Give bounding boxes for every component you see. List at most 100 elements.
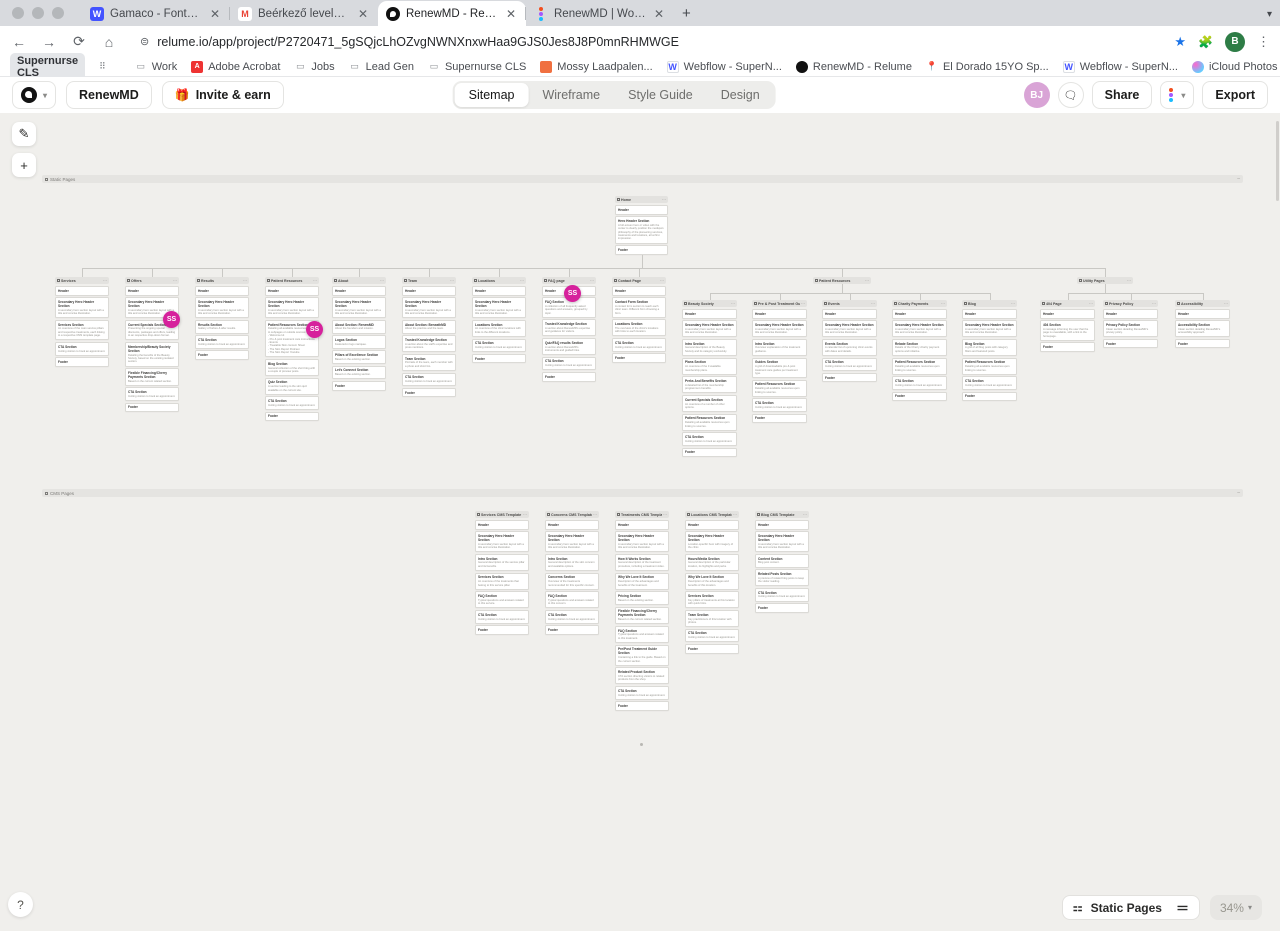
section-block[interactable]: Why We Love It Section Description of the… xyxy=(615,572,669,590)
sitemap-page-card-services-cms[interactable]: Services CMS Template ⋯ Header Secondary He… xyxy=(475,511,529,635)
section-block[interactable]: Intro Section General description of the … xyxy=(475,553,529,571)
bookmark-item[interactable]: RenewMD - Relume xyxy=(795,60,912,73)
bookmark-item[interactable]: ▭ Work xyxy=(136,60,178,73)
section-block[interactable]: Header xyxy=(1175,309,1230,319)
section-block[interactable]: Footer xyxy=(265,411,319,422)
apps-grid-icon[interactable]: ⠿ xyxy=(99,61,107,71)
page-title-bar[interactable]: Blog CMS Template ⋯ xyxy=(755,511,809,518)
section-block[interactable]: Patient Resources Section Detailing all a… xyxy=(892,357,947,375)
page-menu-ellipsis[interactable]: ⋯ xyxy=(941,301,945,306)
section-block[interactable]: Secondary Hero Header Section A secondary… xyxy=(682,320,737,338)
canvas-band-static-pages[interactable]: Static Pages – xyxy=(42,175,1243,183)
section-block[interactable]: Team Section Key practitioners of this lo… xyxy=(685,609,739,628)
page-title-bar[interactable]: Home ⋯ xyxy=(615,196,668,203)
section-block[interactable]: CTA Section Inviting visitors to book an … xyxy=(685,628,739,643)
sitemap-page-card-charity[interactable]: Charity Payments ⋯ Header Secondary Hero He… xyxy=(892,300,947,402)
section-block[interactable]: Footer xyxy=(1040,342,1095,352)
section-block[interactable]: Flexible Financing/Cherry Payments Secti… xyxy=(125,368,179,386)
list-toggle-icon[interactable]: ＝ xyxy=(1175,901,1189,916)
browser-menu-icon[interactable]: ⋮ xyxy=(1257,33,1270,49)
section-block[interactable]: Pricing Section Based on the existing sec… xyxy=(615,591,669,605)
page-title-bar[interactable]: Results ⋯ xyxy=(195,277,249,284)
page-view-switcher[interactable]: ⚏ Static Pages ＝ xyxy=(1061,895,1200,920)
section-block[interactable]: Pillars of Excellence Section Based on th… xyxy=(332,350,386,365)
section-block[interactable]: Header xyxy=(1103,309,1158,319)
bookmark-star-icon[interactable]: ★ xyxy=(1174,33,1187,49)
sitemap-page-card-events[interactable]: Events ⋯ Header Secondary Hero Header Secti… xyxy=(822,300,877,383)
section-block[interactable]: Footer xyxy=(195,350,249,360)
tab-group-chip[interactable]: Supernurse CLS xyxy=(10,52,86,81)
sitemap-page-card-about[interactable]: About ⋯ Header Secondary Hero Header Sectio… xyxy=(332,277,386,391)
back-button[interactable]: ← xyxy=(12,33,26,50)
section-block[interactable]: Quiz Section A section leading to the ski… xyxy=(265,377,319,395)
section-block[interactable]: CTA Section Inviting visitors to book an … xyxy=(195,335,249,349)
page-menu-ellipsis[interactable]: ⋯ xyxy=(173,278,177,283)
sitemap-page-card-beauty-society[interactable]: Beauty Society ⋯ Header Secondary Hero Head… xyxy=(682,300,737,458)
page-title-bar[interactable]: Team ⋯ xyxy=(402,277,456,284)
section-block[interactable]: Header xyxy=(615,520,669,530)
section-block[interactable]: Footer xyxy=(685,643,739,654)
section-block[interactable]: Results Section Gallery of before & after… xyxy=(195,319,249,334)
user-avatar[interactable]: BJ xyxy=(1023,82,1050,108)
page-title-bar[interactable]: Blog ⋯ xyxy=(962,300,1017,307)
project-name-button[interactable]: RenewMD xyxy=(66,81,152,109)
section-block[interactable]: Patient Resources Section Detailing all a… xyxy=(752,379,807,397)
section-block[interactable]: Header xyxy=(1040,309,1095,319)
section-block[interactable]: Content Section Blog post content. xyxy=(755,553,809,568)
page-menu-ellipsis[interactable]: ⋯ xyxy=(1011,301,1015,306)
sitemap-canvas[interactable]: ✎ + ? ⚏ Static Pages ＝ 34% ▾ Static Page… xyxy=(0,113,1280,931)
forward-button[interactable]: → xyxy=(42,33,56,50)
section-block[interactable]: Footer xyxy=(125,402,179,413)
section-block[interactable]: FAQ Section Typical questions and answers… xyxy=(475,591,529,609)
section-block[interactable]: Rebate Section Details of the Cherry char… xyxy=(892,338,947,356)
page-title-bar[interactable]: Concerns CMS Template ⋯ xyxy=(545,511,599,518)
page-menu-ellipsis[interactable]: ⋯ xyxy=(865,278,869,283)
section-block[interactable]: Services Section An overview of the main … xyxy=(55,319,109,341)
page-menu-ellipsis[interactable]: ⋯ xyxy=(523,512,527,517)
bookmark-item[interactable]: W Webflow - SuperN... xyxy=(666,60,782,73)
sitemap-page-card-services[interactable]: Services ⋯ Header Secondary Hero Header Sec… xyxy=(55,277,109,367)
page-title-bar[interactable]: Services CMS Template ⋯ xyxy=(475,511,529,518)
bookmark-item[interactable]: iCloud Photos xyxy=(1191,60,1277,73)
section-block[interactable]: Locations Section An overview of the clin… xyxy=(472,319,526,337)
bookmark-item[interactable]: ▭ Jobs xyxy=(296,60,335,73)
section-block[interactable]: Patient Resources Section Detailing all a… xyxy=(682,413,737,431)
page-menu-ellipsis[interactable]: ⋯ xyxy=(663,512,667,517)
section-block[interactable]: Secondary Hero Header Section A secondary… xyxy=(472,297,526,319)
sitemap-page-card-concerns-cms[interactable]: Concerns CMS Template ⋯ Header Secondary He… xyxy=(545,511,599,635)
help-button[interactable]: ? xyxy=(8,892,33,917)
browser-tab-1[interactable]: W Gamaco - Fonts - Webflow ✕ xyxy=(82,1,230,26)
section-block[interactable]: Locations Section The overview of the cli… xyxy=(612,319,666,337)
page-title-bar[interactable]: Locations ⋯ xyxy=(472,277,526,284)
section-block[interactable]: CTA Section Inviting visitors to book an … xyxy=(822,357,877,372)
section-block[interactable]: Intro Section Overview explanation of the… xyxy=(752,338,807,356)
collaborator-avatar[interactable]: SS xyxy=(564,285,581,302)
section-block[interactable]: Header xyxy=(615,205,668,215)
section-block[interactable]: Accessibility Section Clean section detai… xyxy=(1175,320,1230,338)
section-block[interactable]: Header xyxy=(685,520,739,530)
maximize-window-button[interactable] xyxy=(52,7,64,19)
section-block[interactable]: Footer xyxy=(475,625,529,635)
page-title-bar[interactable]: FAQ page ⋯ xyxy=(542,277,596,284)
page-menu-ellipsis[interactable]: ⋯ xyxy=(733,512,737,517)
section-block[interactable]: Header xyxy=(265,286,319,296)
section-block[interactable]: Secondary Hero Header Section A secondary… xyxy=(822,320,877,338)
section-block[interactable]: How It Works Section General description … xyxy=(615,553,669,571)
section-block[interactable]: Hours/Media Section General description o… xyxy=(685,553,739,571)
section-block[interactable]: Related Product Section CTA section direc… xyxy=(615,667,669,685)
sitemap-page-card-team[interactable]: Team ⋯ Header Secondary Hero Header Section… xyxy=(402,277,456,398)
section-block[interactable]: Header xyxy=(892,309,947,319)
page-menu-ellipsis[interactable]: ⋯ xyxy=(380,278,384,283)
browser-profile-avatar[interactable]: B xyxy=(1225,31,1245,52)
section-block[interactable]: Membership/Beauty Society Section Detaili… xyxy=(125,341,179,367)
section-block[interactable]: CTA Section Inviting visitors to book an … xyxy=(752,398,807,413)
section-block[interactable]: CTA Section Inviting visitors to book an … xyxy=(475,609,529,624)
page-menu-ellipsis[interactable]: ⋯ xyxy=(593,512,597,517)
section-block[interactable]: Footer xyxy=(402,387,456,398)
add-page-button[interactable]: + xyxy=(12,153,36,177)
sitemap-page-card-locations-cms[interactable]: Locations CMS Template ⋯ Header Secondary H… xyxy=(685,511,739,654)
section-block[interactable]: Footer xyxy=(55,357,109,367)
bookmark-item[interactable]: ▭ Supernurse CLS xyxy=(429,60,527,73)
collapsed-node-dot[interactable] xyxy=(640,743,643,746)
sitemap-folder-up-folder[interactable]: Utility Pages ⋯ xyxy=(1077,277,1133,284)
